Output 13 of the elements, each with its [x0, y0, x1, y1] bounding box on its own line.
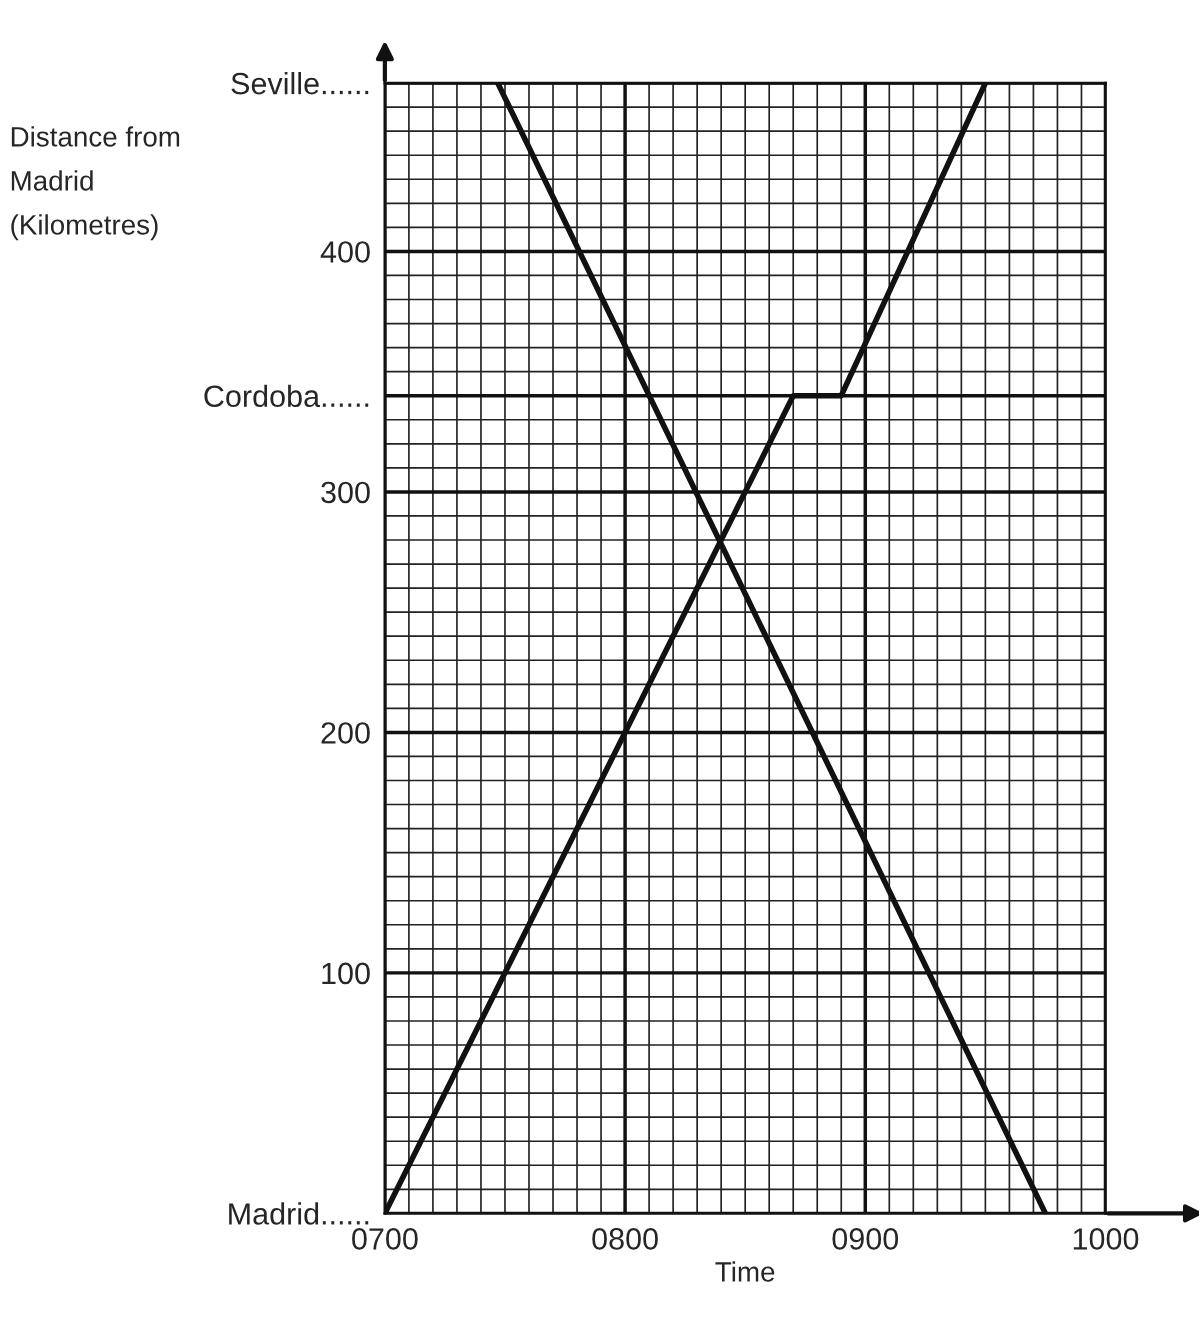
x-tick-label: 0900	[832, 1228, 899, 1250]
y-tick-label: Seville......	[231, 71, 369, 95]
x-tick-label: 0700	[352, 1228, 418, 1250]
x-tick-label: 1000	[1073, 1228, 1139, 1250]
y-tick-label: 300	[321, 481, 370, 504]
y-tick-label: 200	[321, 722, 370, 744]
y-axis-title: Distance from Madrid (Kilometres)	[11, 126, 180, 241]
y-tick-label: 100	[322, 962, 370, 985]
y-tick-label: Madrid......	[229, 1202, 369, 1225]
x-tick-label: 0800	[592, 1228, 658, 1250]
y-tick-label: 400	[320, 241, 370, 263]
x-axis-title: Time	[715, 1261, 775, 1282]
y-tick-label: Cordoba......	[204, 384, 369, 408]
